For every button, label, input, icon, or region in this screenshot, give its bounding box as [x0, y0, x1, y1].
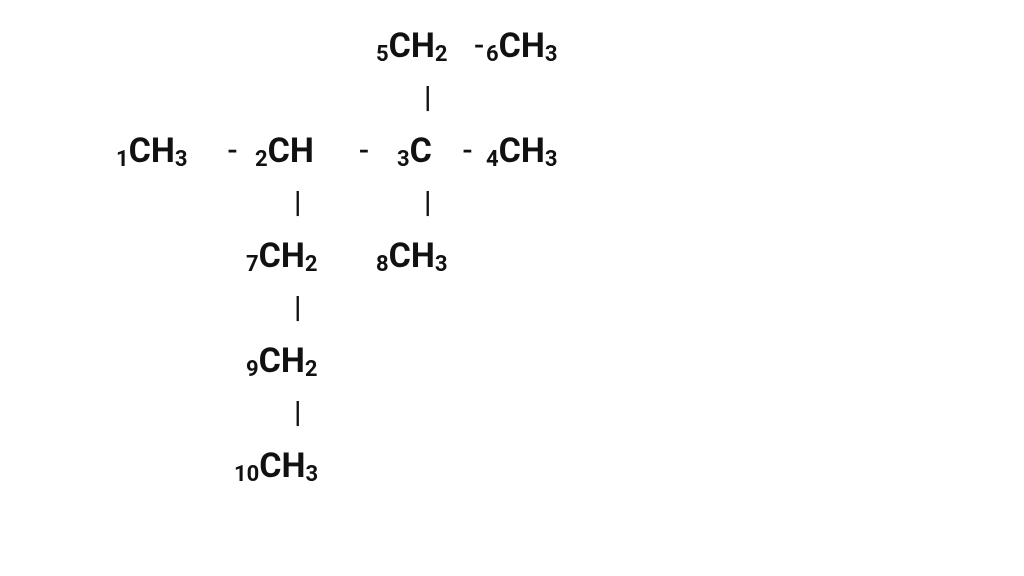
- atom-7: 7CH2: [246, 236, 318, 276]
- atom-2: 2CH: [255, 131, 314, 171]
- atom-5: 5CH2: [376, 26, 448, 66]
- bond-h-5-6: -: [474, 28, 482, 63]
- atom-4: 4CH3: [486, 131, 558, 171]
- atom-7-index: 7: [246, 252, 259, 277]
- bond-v-3-8: |: [424, 171, 431, 234]
- atom-10-index: 10: [234, 462, 259, 487]
- bond-h-1-2: -: [214, 133, 251, 168]
- atom-4-index: 4: [486, 147, 499, 172]
- atom-1-symbol: CH: [129, 131, 175, 171]
- atom-5-symbol: CH: [389, 26, 435, 66]
- atom-8-index: 8: [376, 252, 389, 277]
- atom-8-symbol: CH: [389, 236, 435, 276]
- atom-7-suffix: 2: [305, 252, 318, 277]
- atom-4-suffix: 3: [545, 147, 558, 172]
- atom-10-symbol: CH: [259, 446, 305, 486]
- bond-v-2-7: |: [294, 171, 301, 234]
- atom-8: 8CH3: [376, 236, 448, 276]
- molecule-diagram: { "colors": { "fg": "#111111", "bg": "#f…: [0, 0, 1024, 576]
- atom-4-symbol: CH: [499, 131, 545, 171]
- atom-6-index: 6: [486, 42, 499, 67]
- atom-9-symbol: CH: [259, 341, 305, 381]
- atom-6-symbol: CH: [499, 26, 545, 66]
- atom-5-index: 5: [376, 42, 389, 67]
- atom-3: 3C: [397, 131, 432, 171]
- bond-h-2-3: -: [335, 133, 393, 168]
- atom-7-symbol: CH: [259, 236, 305, 276]
- atom-1: 1CH3: [116, 131, 188, 171]
- bond-h-3-4: -: [453, 133, 482, 168]
- atom-6-suffix: 3: [545, 42, 558, 67]
- atom-6: 6CH3: [486, 26, 558, 66]
- atom-2-index: 2: [255, 147, 268, 172]
- atom-2-symbol: CH: [268, 131, 314, 171]
- bond-v-7-9: |: [294, 276, 301, 339]
- atom-8-suffix: 3: [435, 252, 448, 277]
- bond-v-9-10: |: [294, 381, 301, 444]
- bond-v-5-3: |: [424, 66, 431, 129]
- atom-1-suffix: 3: [175, 147, 188, 172]
- atom-5-suffix: 2: [435, 42, 448, 67]
- atom-9: 9CH2: [246, 341, 318, 381]
- atom-1-index: 1: [116, 147, 129, 172]
- atom-9-suffix: 2: [305, 357, 318, 382]
- atom-3-index: 3: [397, 147, 410, 172]
- atom-3-symbol: C: [410, 131, 432, 171]
- atom-9-index: 9: [246, 357, 259, 382]
- atom-10-suffix: 3: [306, 462, 319, 487]
- atom-10: 10CH3: [234, 446, 318, 486]
